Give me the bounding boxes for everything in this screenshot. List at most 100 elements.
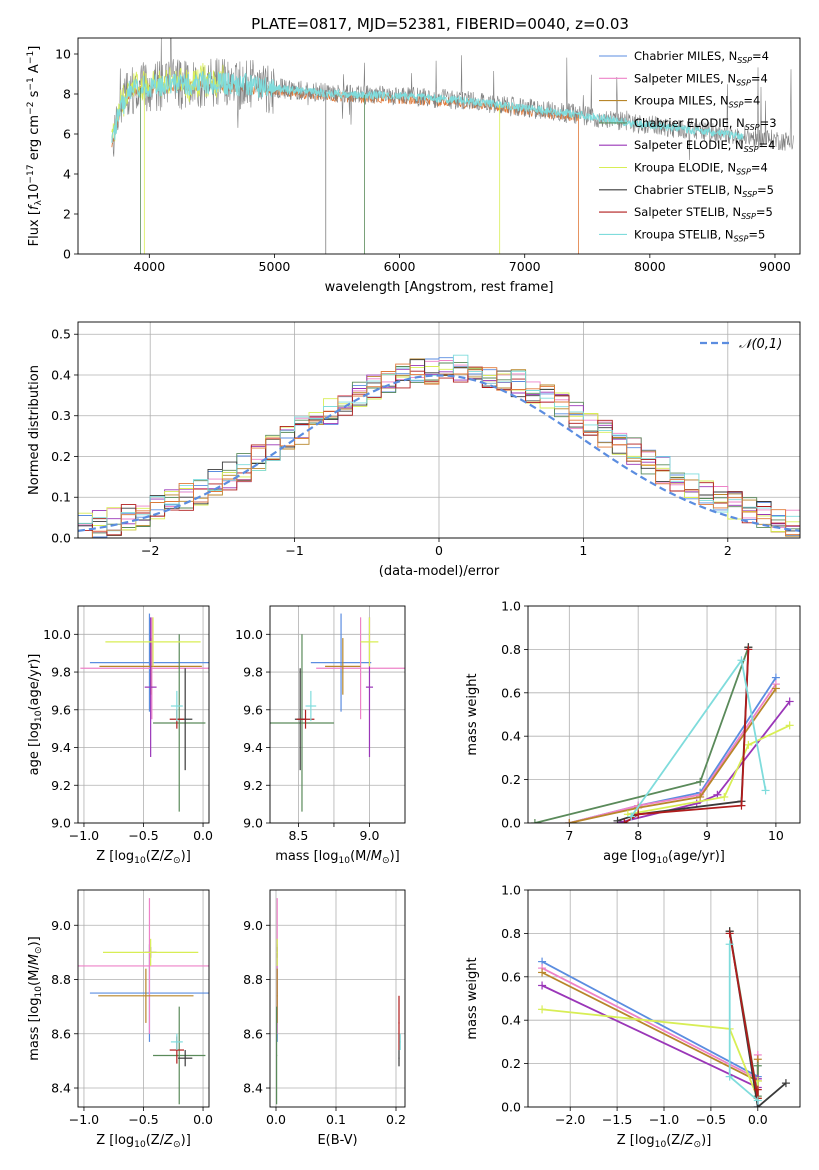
label-part: Normed distribution: [27, 365, 42, 495]
label-part: M: [27, 954, 42, 965]
error-bar-point: [170, 690, 183, 722]
x-axis-label: (data-model)/error: [379, 564, 500, 579]
y-tick-label: 9.8: [51, 665, 71, 680]
error-bar-point: [105, 617, 201, 667]
plot-area: [276, 898, 401, 1105]
label-part: (Z/: [146, 1133, 165, 1148]
y-tick-label: 0.8: [501, 642, 521, 657]
y-tick-label: 10.0: [235, 627, 263, 642]
weight-marker: [753, 1085, 762, 1094]
y-tick-label: 0: [63, 247, 71, 262]
x-tick-label: 7: [565, 828, 573, 843]
label-part: )]: [701, 1133, 711, 1148]
label-part: (Z/: [666, 1133, 685, 1148]
label-part: )]: [181, 849, 191, 864]
x-tick-label: −1.0: [649, 1112, 679, 1127]
legend-suffix: =5: [757, 183, 774, 197]
x-tick-label: 2: [724, 543, 732, 558]
legend-text: Kroupa ELODIE, N: [634, 161, 736, 175]
label-part: 10: [134, 1140, 146, 1150]
error-bar-point: [360, 617, 379, 667]
y-tick-label: 6: [63, 127, 71, 142]
weight-marker: [538, 968, 547, 977]
label-part: mass [: [27, 1017, 42, 1060]
y-tick-label: 10: [55, 47, 71, 62]
weight-line: [569, 683, 777, 823]
legend-text: Chabrier STELIB, N: [634, 183, 742, 197]
stelib-model-curve: [111, 80, 579, 148]
legend-text: Chabrier MILES, N: [634, 49, 737, 63]
axes-frame: [527, 889, 801, 1108]
y-tick-label: 0.4: [501, 729, 521, 744]
legend-sub: SSP: [745, 123, 760, 132]
weight-marker: [530, 819, 539, 823]
x-tick-label: 6000: [384, 259, 416, 274]
miles-model-curve: [111, 71, 744, 143]
weight-marker: [744, 645, 753, 654]
massweight-vs-Z-panel: −2.0 −1.5 −1.0 −0.5 0.0 0.0 0.2 0.4 0.6 0.8 1.0 Z […: [465, 883, 801, 1150]
x-tick-label: −0.5: [128, 828, 158, 843]
label-part: 10: [134, 856, 146, 866]
plot-area: [530, 643, 794, 823]
y-tick-label: 9.0: [51, 918, 71, 933]
weight-marker: [771, 684, 780, 693]
mass-vs-Z-panel: −1.0 −0.5 0.08.48.68.89.0Z [log10(Z/Z⊙)]ma…: [27, 889, 213, 1150]
legend-label: Kroupa ELODIE, NSSP=4: [634, 161, 768, 177]
y-tick-label: 9.4: [51, 740, 71, 755]
error-bar-point: [78, 898, 209, 1034]
plot-area: [78, 354, 800, 538]
y-axis-label: Flux [fλ10−17 erg cm−2 s−1 A−1]: [26, 46, 44, 247]
label-part: 10: [656, 856, 668, 866]
legend-suffix: =4: [743, 94, 760, 108]
label-part: log: [27, 998, 42, 1018]
y-tick-label: 9.6: [243, 702, 263, 717]
label-part: mass [: [275, 849, 318, 864]
label-part: age [: [27, 742, 42, 775]
label-part: (M/: [27, 965, 42, 986]
axes-frame: [77, 605, 210, 824]
legend-text: Kroupa MILES, N: [634, 94, 729, 108]
x-tick-label: 5000: [259, 259, 291, 274]
weight-marker: [627, 812, 636, 821]
legend-suffix: =5: [756, 205, 773, 219]
x-tick-label: 7000: [509, 259, 541, 274]
legend-label: Chabrier ELODIE, NSSP=3: [634, 116, 777, 132]
weight-line: [541, 971, 759, 1083]
y-tick-label: 0.2: [51, 449, 71, 464]
legend-sub: SSP: [744, 145, 759, 154]
x-axis-label: mass [log10(M/M⊙)]: [275, 849, 399, 866]
label-part: wavelength [Angstrom, rest frame]: [325, 280, 554, 295]
legend-text: Chabrier ELODIE, N: [634, 116, 745, 130]
error-bar-point: [316, 617, 405, 720]
weight-marker: [753, 1096, 762, 1105]
weight-marker: [634, 810, 643, 819]
legend-suffix: =5: [748, 227, 765, 241]
weight-line: [627, 724, 791, 816]
error-bar-point: [153, 1006, 206, 1105]
label-part: Z: [163, 849, 174, 864]
weight-marker: [696, 777, 705, 786]
label-part: ⊙: [694, 1140, 702, 1150]
plot-area: [80, 613, 209, 812]
legend-text: Salpeter ELODIE, N: [634, 138, 744, 152]
y-axis-label: mass weight: [465, 673, 480, 755]
y-tick-label: 8: [63, 87, 71, 102]
error-bar-point: [398, 995, 400, 1051]
label-part: −1: [26, 77, 36, 90]
weight-marker: [725, 1072, 734, 1081]
label-part: log: [637, 849, 657, 864]
label-part: E(B-V): [317, 1133, 357, 1148]
legend-sub: SSP: [729, 101, 744, 110]
label-part: 10: [655, 1140, 667, 1150]
x-tick-label: −1.0: [69, 828, 99, 843]
y-tick-label: 0.2: [501, 772, 521, 787]
weight-marker: [785, 721, 794, 730]
residual-histogram: [78, 363, 800, 538]
y-tick-label: 0.5: [51, 327, 71, 342]
x-axis-label: age [log10(age/yr)]: [603, 849, 725, 866]
normal-curve: [78, 374, 800, 532]
x-tick-label: −1: [285, 543, 303, 558]
y-tick-label: 8.8: [51, 972, 71, 987]
